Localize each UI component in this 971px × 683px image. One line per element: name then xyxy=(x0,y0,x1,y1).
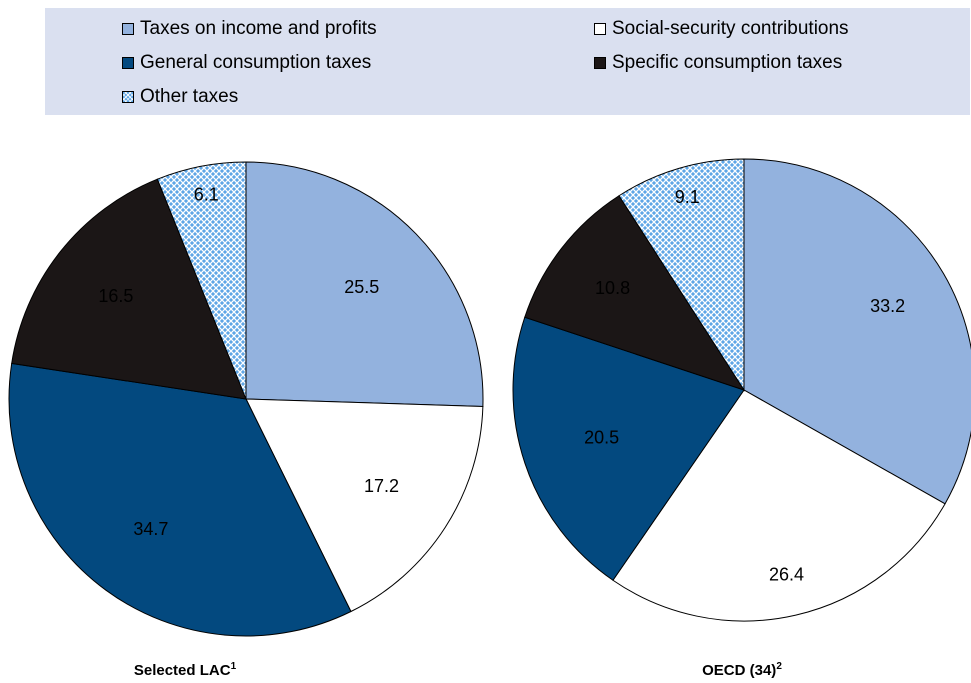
legend-swatch-general-consumption xyxy=(122,57,134,69)
caption-oecd: OECD (34)2 xyxy=(702,661,782,679)
data-label-social-security-contributions: 17.2 xyxy=(364,476,399,496)
legend-item-income-taxes: Taxes on income and profits xyxy=(122,18,377,40)
caption-selected-lac-title: Selected LAC xyxy=(134,662,231,679)
pie-selected-lac: 25.5 17.2 34.7 16.5 6.1 xyxy=(8,161,484,637)
pie-oecd: 33.2 26.4 20.5 10.8 9.1 xyxy=(512,158,971,622)
chart-legend: Taxes on income and profits Social-secur… xyxy=(45,8,970,115)
pie-slice-other-taxes xyxy=(618,158,745,392)
legend-swatch-income-taxes xyxy=(122,23,134,35)
legend-label-income-taxes: Taxes on income and profits xyxy=(140,18,377,39)
caption-selected-lac-superscript: 1 xyxy=(231,661,237,672)
pie-slice-general-consumption-taxes xyxy=(8,362,352,637)
pie-slice-social-security-contributions xyxy=(612,389,946,622)
pie-slice-taxes-on-income-and-profits xyxy=(743,158,971,505)
legend-item-social-security: Social-security contributions xyxy=(594,18,849,40)
data-label-general-consumption-taxes: 20.5 xyxy=(584,428,619,448)
caption-selected-lac: Selected LAC1 xyxy=(134,661,237,679)
legend-label-specific-consumption: Specific consumption taxes xyxy=(612,52,843,73)
pie-slice-social-security-contributions xyxy=(245,398,484,613)
data-label-taxes-on-income-and-profits: 25.5 xyxy=(344,277,379,297)
legend-label-other-taxes: Other taxes xyxy=(140,86,239,107)
legend-swatch-specific-consumption xyxy=(594,57,606,69)
pie-slice-specific-consumption-taxes xyxy=(524,195,746,391)
data-label-specific-consumption-taxes: 10.8 xyxy=(595,278,630,298)
legend-label-general-consumption: General consumption taxes xyxy=(140,52,372,73)
legend-swatch-other-taxes xyxy=(122,91,134,103)
legend-swatch-social-security xyxy=(594,23,606,35)
legend-label-social-security: Social-security contributions xyxy=(612,18,849,39)
pie-slice-other-taxes xyxy=(156,161,247,400)
legend-item-other-taxes: Other taxes xyxy=(122,86,238,108)
data-label-specific-consumption-taxes: 16.5 xyxy=(98,286,133,306)
data-label-other-taxes: 6.1 xyxy=(194,184,219,204)
pie-slice-specific-consumption-taxes xyxy=(11,178,247,400)
data-label-social-security-contributions: 26.4 xyxy=(769,565,804,585)
data-label-other-taxes: 9.1 xyxy=(675,187,700,207)
legend-item-specific-consumption: Specific consumption taxes xyxy=(594,52,842,74)
caption-oecd-superscript: 2 xyxy=(776,661,782,672)
legend-item-general-consumption: General consumption taxes xyxy=(122,52,371,74)
data-label-general-consumption-taxes: 34.7 xyxy=(133,519,168,539)
data-label-taxes-on-income-and-profits: 33.2 xyxy=(870,296,905,316)
pie-slice-general-consumption-taxes xyxy=(512,316,745,581)
caption-oecd-title: OECD (34) xyxy=(702,662,776,679)
pie-slice-taxes-on-income-and-profits xyxy=(245,161,484,407)
